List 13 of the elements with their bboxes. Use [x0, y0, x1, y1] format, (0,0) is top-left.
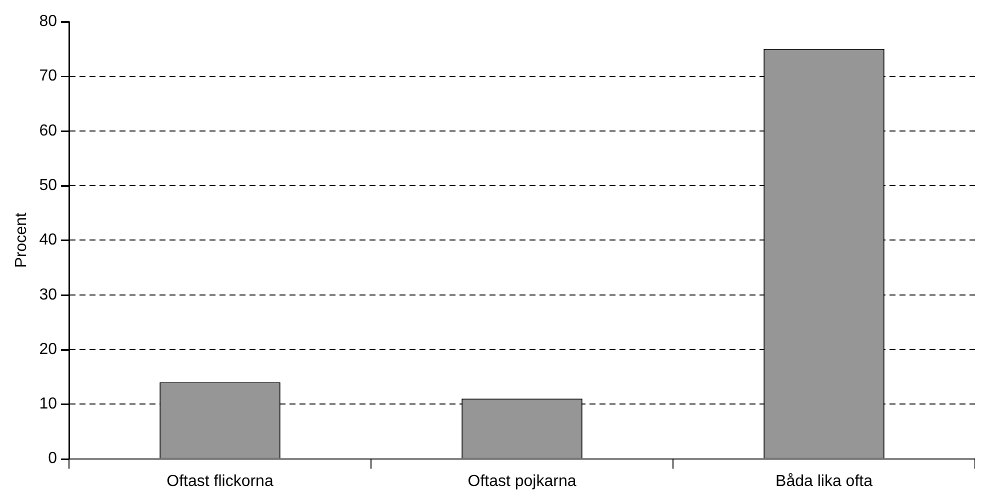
y-tick-label: 40 — [39, 232, 58, 249]
y-tick-label: 50 — [39, 176, 58, 194]
y-tick-label: 30 — [39, 286, 58, 304]
x-tick-label: Oftast pojkarna — [468, 472, 576, 490]
y-tick-label: 80 — [39, 13, 58, 30]
y-tick-label: 70 — [39, 68, 58, 85]
y-tick-label: 0 — [48, 450, 58, 468]
x-tick-label: Oftast flickorna — [166, 472, 274, 490]
x-tick-label: Båda lika ofta — [776, 472, 873, 490]
y-tick-label: 60 — [39, 122, 58, 140]
y-tick-label: 20 — [39, 340, 58, 358]
y-axis-title: Procent — [13, 212, 30, 268]
y-tick-label: 10 — [39, 396, 58, 413]
